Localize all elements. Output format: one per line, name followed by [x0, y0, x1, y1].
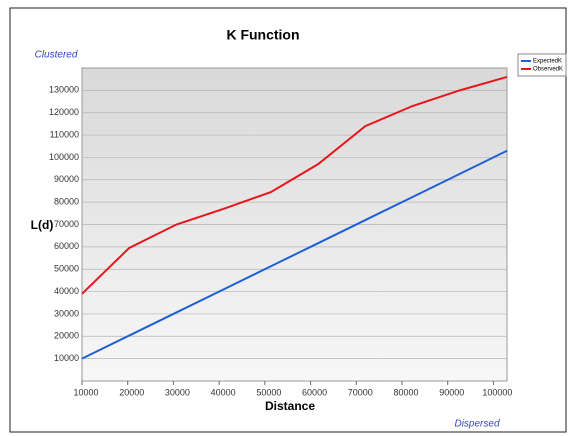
y-axis-label: L(d) [31, 218, 54, 232]
y-tick-label: 130000 [49, 85, 79, 95]
x-tick-label: 20000 [119, 387, 144, 397]
chart-title: K Function [226, 27, 299, 43]
x-tick-label: 90000 [439, 387, 464, 397]
legend-label: ObservedK [533, 67, 563, 73]
x-tick-label: 50000 [256, 387, 281, 397]
legend [517, 53, 567, 77]
y-tick-label: 60000 [54, 241, 79, 251]
x-tick-label: 60000 [302, 387, 327, 397]
y-tick-label: 80000 [54, 197, 79, 207]
x-tick-label: 80000 [393, 387, 418, 397]
x-tick-label: 10000 [73, 387, 98, 397]
y-tick-label: 50000 [54, 264, 79, 274]
x-axis-label: Distance [265, 399, 315, 413]
y-tick-label: 110000 [50, 129, 79, 139]
annotation: Dispersed [454, 419, 499, 430]
legend-label: ExpectedK [533, 59, 562, 65]
x-tick-label: 70000 [348, 387, 373, 397]
y-tick-label: 120000 [49, 107, 79, 117]
y-tick-label: 20000 [54, 331, 79, 341]
line [81, 75, 508, 295]
y-tick-label: 70000 [54, 219, 79, 229]
line [81, 149, 508, 360]
y-tick-label: 10000 [54, 353, 79, 363]
y-tick-label: 40000 [54, 286, 79, 296]
y-tick-label: 90000 [54, 174, 79, 184]
x-tick-label: 40000 [211, 387, 236, 397]
y-tick-label: 100000 [49, 152, 79, 162]
x-tick-label: 100000 [482, 387, 512, 397]
annotation: Clustered [35, 50, 78, 61]
x-tick-label: 30000 [165, 387, 190, 397]
y-tick-label: 30000 [54, 308, 79, 318]
